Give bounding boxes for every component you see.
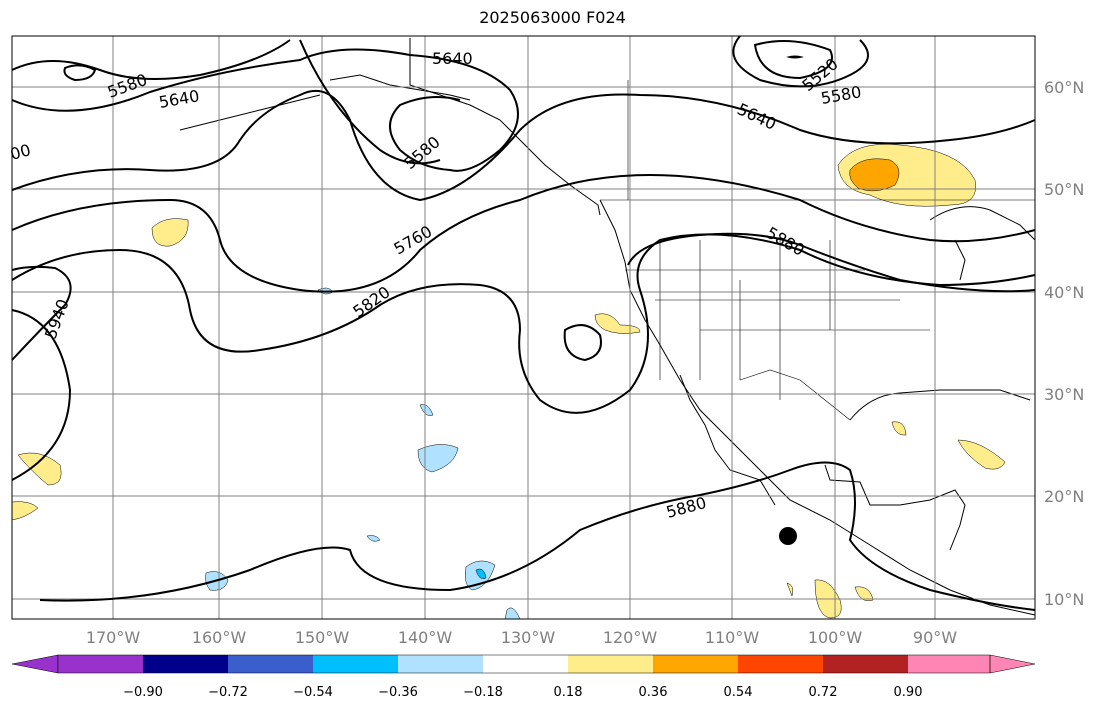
lon-label: 140°W — [398, 628, 453, 647]
contour-label: 5640 — [432, 49, 473, 68]
negative-anomaly-area — [417, 444, 459, 473]
positive-anomaly-core — [849, 158, 900, 192]
positive-anomaly-area — [957, 439, 1006, 470]
contour-5460-loop — [753, 40, 833, 80]
positive-anomaly-area — [854, 586, 874, 601]
lat-label: 50°N — [1044, 180, 1084, 199]
colorbar-bin — [908, 655, 990, 673]
contour-5880-line — [39, 461, 1036, 611]
height-contours — [11, 35, 1036, 611]
colorbar-bin — [228, 655, 313, 673]
map-title: 2025063000 F024 — [479, 8, 626, 27]
lon-label: 90°W — [913, 628, 957, 647]
contour-tail — [11, 309, 72, 481]
lon-label: 130°W — [501, 628, 556, 647]
colorbar-tick: 0.90 — [894, 685, 923, 700]
lat-label: 20°N — [1044, 487, 1084, 506]
contour-5700-line — [11, 90, 1036, 202]
colorbar-bin — [568, 655, 653, 673]
positive-anomaly-area — [151, 218, 189, 247]
colorbar-bin — [653, 655, 738, 673]
positive-anomaly-area — [594, 313, 641, 334]
contour-5760-line — [11, 173, 1036, 293]
contour-label: 00 — [8, 140, 33, 164]
colorbar-tick: −0.72 — [208, 685, 248, 700]
colorbar-extend-low — [11, 654, 59, 674]
colorbar-bin — [313, 655, 398, 673]
lon-label: 100°W — [808, 628, 863, 647]
colorbar: −0.90 −0.72 −0.54 −0.36 −0.18 0.18 0.36 … — [11, 654, 1036, 700]
negative-anomaly-area — [419, 404, 434, 416]
latitude-labels: 60°N 50°N 40°N 30°N 20°N 10°N — [1044, 78, 1084, 609]
colorbar-tick: 0.36 — [639, 685, 668, 700]
map-panel: 5640 5580 5640 5580 5580 5520 5640 5760 … — [8, 35, 1036, 620]
lon-label: 150°W — [295, 628, 350, 647]
lon-label: 160°W — [192, 628, 247, 647]
lat-label: 40°N — [1044, 283, 1084, 302]
colorbar-bin — [143, 655, 228, 673]
anomaly-fills — [11, 144, 1006, 620]
graticule — [12, 36, 1035, 619]
lat-label: 60°N — [1044, 78, 1084, 97]
lat-label: 30°N — [1044, 385, 1084, 404]
colorbar-bin — [58, 655, 143, 673]
positive-anomaly-area — [786, 582, 794, 597]
contour-5580-circle — [299, 39, 441, 165]
lon-label: 110°W — [705, 628, 760, 647]
lon-label: 170°W — [86, 628, 141, 647]
contour-5580-line — [11, 39, 291, 80]
contour-closed-low — [563, 324, 602, 362]
colorbar-tick: 0.72 — [809, 685, 838, 700]
lat-label: 10°N — [1044, 590, 1084, 609]
positive-anomaly-area — [891, 421, 907, 436]
storm-center-dot — [779, 527, 797, 545]
political-borders — [600, 80, 1035, 421]
longitude-labels: 170°W 160°W 150°W 140°W 130°W 120°W 110°… — [86, 628, 957, 647]
colorbar-bin — [738, 655, 823, 673]
contour-5940-line — [11, 265, 72, 361]
negative-anomaly-area — [366, 535, 381, 542]
colorbar-tick: −0.54 — [293, 685, 333, 700]
contour-center-blob — [786, 55, 804, 59]
colorbar-tick: −0.36 — [378, 685, 418, 700]
colorbar-tick: 0.18 — [554, 685, 583, 700]
positive-anomaly-area — [11, 501, 39, 521]
positive-anomaly-area — [17, 452, 62, 486]
colorbar-tick: 0.54 — [724, 685, 753, 700]
negative-anomaly-core — [475, 568, 487, 579]
colorbar-extend-high — [989, 654, 1036, 674]
contour-5880-north — [627, 232, 1036, 293]
lon-label: 120°W — [603, 628, 658, 647]
colorbar-tick: −0.18 — [463, 685, 503, 700]
colorbar-bin — [398, 655, 483, 673]
colorbar-bin — [483, 655, 568, 673]
contour-small-loop — [63, 64, 97, 82]
contour-5640-line — [11, 48, 519, 172]
contour-5520-line — [732, 35, 869, 88]
contour-5820-line — [11, 233, 1036, 414]
colorbar-bin — [823, 655, 908, 673]
colorbar-tick: −0.90 — [123, 685, 163, 700]
